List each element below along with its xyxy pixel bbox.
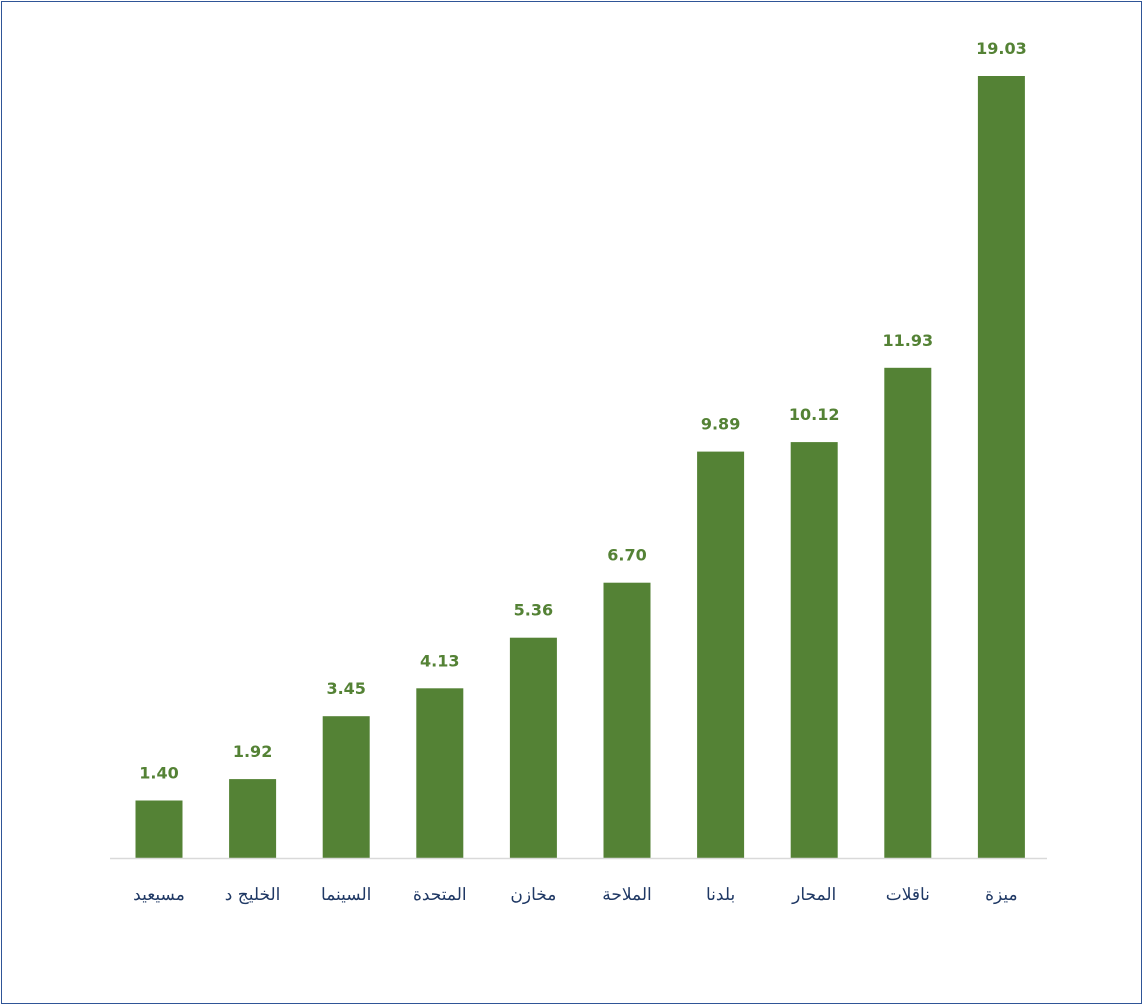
category-label: المحار xyxy=(791,885,836,905)
bar xyxy=(229,779,277,858)
bar xyxy=(416,688,464,858)
category-label: الخليج د xyxy=(225,885,281,905)
category-label: بلدنا xyxy=(706,885,735,905)
bar xyxy=(603,582,651,858)
value-labels-group: 1.40 1.92 3.45 4.13 5.36 6.70 9.89 10.12 11.93 19… xyxy=(139,39,1026,783)
category-label: الملاحة xyxy=(602,885,652,905)
bar xyxy=(884,367,932,858)
data-label: 11.93 xyxy=(882,331,933,350)
data-label: 6.70 xyxy=(607,546,646,565)
category-label: السينما xyxy=(321,885,371,905)
category-label: مخازن xyxy=(510,885,556,905)
data-label: 1.40 xyxy=(139,764,178,783)
category-labels-group: مسيعيد الخليج د السينما المتحدة مخازن الملاحة… xyxy=(133,885,1017,905)
bar xyxy=(697,451,745,858)
bar xyxy=(977,76,1025,858)
data-label: 4.13 xyxy=(420,651,459,670)
data-label: 19.03 xyxy=(976,39,1027,58)
category-label: ناقلات xyxy=(886,885,930,905)
bar xyxy=(322,716,370,858)
category-label: المتحدة xyxy=(413,885,467,905)
data-label: 9.89 xyxy=(701,415,740,434)
data-label: 3.45 xyxy=(326,679,365,698)
data-label: 10.12 xyxy=(789,405,840,424)
bar xyxy=(135,800,183,858)
bar xyxy=(509,637,557,858)
bar xyxy=(790,442,838,858)
category-label: ميزة xyxy=(985,885,1018,905)
bars-group xyxy=(135,76,1025,858)
category-label: مسيعيد xyxy=(133,885,185,905)
data-label: 1.92 xyxy=(233,742,272,761)
data-label: 5.36 xyxy=(514,601,553,620)
